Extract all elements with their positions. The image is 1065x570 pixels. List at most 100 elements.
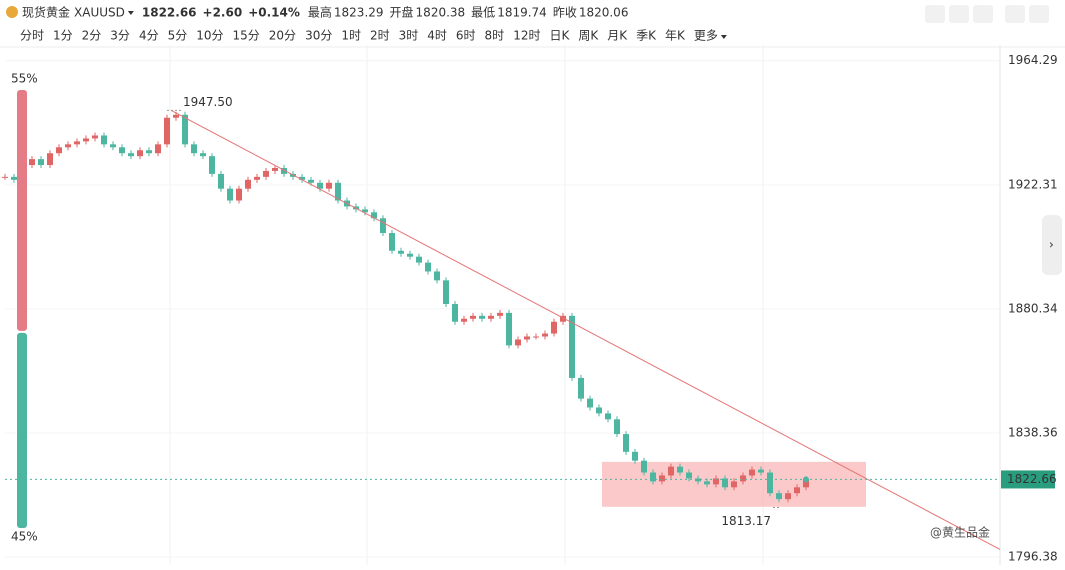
logo — [6, 6, 18, 18]
instrument-symbol[interactable]: XAUUSD — [74, 6, 125, 20]
interval-tab[interactable]: 1时 — [341, 29, 361, 43]
stat-value: 1820.06 — [579, 6, 629, 20]
y-tick-label: 1838.36 — [1008, 426, 1058, 440]
interval-tab[interactable]: 10分 — [196, 29, 223, 43]
y-tick-label: 1964.29 — [1008, 53, 1058, 67]
candle — [335, 182, 341, 201]
candle — [641, 460, 647, 473]
price-change-pct: +0.14% — [248, 6, 300, 20]
stat-value: 1820.38 — [416, 6, 466, 20]
sentiment-bar — [17, 332, 27, 528]
interval-tab[interactable]: 15分 — [233, 29, 260, 43]
candle — [596, 407, 602, 414]
candle — [497, 312, 503, 316]
candle — [659, 475, 665, 482]
interval-tab[interactable]: 年K — [665, 29, 686, 43]
side-toggle-arrow[interactable]: › — [1049, 238, 1054, 252]
candle — [470, 315, 476, 319]
candle — [704, 481, 710, 485]
candle — [263, 170, 269, 177]
candle — [524, 336, 530, 340]
candle — [371, 212, 377, 219]
candle — [578, 377, 584, 399]
candle — [479, 315, 485, 319]
candle — [254, 176, 260, 180]
candle — [506, 312, 512, 346]
candle — [668, 466, 674, 476]
candle — [623, 434, 629, 452]
last-price-dot — [803, 476, 809, 483]
icon-button[interactable] — [949, 5, 969, 23]
interval-tab[interactable]: 8时 — [485, 29, 505, 43]
candle — [722, 478, 728, 488]
candle — [227, 188, 233, 201]
candle — [173, 114, 179, 118]
y-tick-label: 1796.38 — [1008, 550, 1058, 564]
interval-tab[interactable]: 5分 — [168, 29, 188, 43]
interval-tab[interactable]: 12时 — [513, 29, 540, 43]
interval-tab[interactable]: 分时 — [20, 29, 44, 43]
candle — [317, 182, 323, 189]
candle — [308, 179, 314, 183]
watermark: @黄生品金 — [930, 525, 990, 540]
candle — [785, 493, 791, 500]
stat-label: 最低 — [471, 6, 495, 20]
candle — [425, 262, 431, 272]
interval-tab[interactable]: 1分 — [53, 29, 73, 43]
interval-tab[interactable]: 2时 — [370, 29, 390, 43]
candle — [29, 159, 35, 166]
candle — [56, 147, 62, 154]
toolbar-icons[interactable] — [925, 5, 1049, 23]
icon-button[interactable] — [973, 5, 993, 23]
candle — [776, 493, 782, 500]
stat-label: 昨收 — [553, 6, 577, 20]
interval-tab[interactable]: 月K — [607, 29, 628, 43]
interval-tab[interactable]: 日K — [549, 29, 570, 43]
candle — [38, 159, 44, 166]
stat-label: 开盘 — [390, 5, 414, 20]
interval-tab[interactable]: 3时 — [399, 29, 419, 43]
candle — [200, 153, 206, 157]
interval-tab[interactable]: 更多 — [694, 29, 718, 43]
interval-tab[interactable]: 2分 — [82, 29, 102, 43]
candle — [218, 173, 224, 189]
candle — [416, 256, 422, 263]
side-toggle[interactable] — [1042, 215, 1062, 275]
last-price-badge — [1001, 470, 1055, 489]
candle — [803, 479, 809, 488]
interval-tab[interactable]: 6时 — [456, 29, 476, 43]
interval-tab[interactable]: 20分 — [269, 29, 296, 43]
candle — [605, 413, 611, 420]
candle — [569, 315, 575, 378]
interval-tab[interactable]: 4分 — [139, 29, 159, 43]
candle — [731, 481, 737, 488]
interval-tab[interactable]: 3分 — [110, 29, 130, 43]
candle — [380, 218, 386, 234]
candle — [83, 138, 89, 142]
candle — [110, 144, 116, 148]
interval-tab[interactable]: 4时 — [427, 29, 447, 43]
candle — [47, 153, 53, 166]
candle — [461, 318, 467, 322]
candle — [560, 315, 566, 322]
candle — [533, 336, 539, 338]
candle — [488, 315, 494, 319]
candle — [245, 179, 251, 189]
candle — [182, 114, 188, 145]
interval-tab[interactable]: 周K — [578, 29, 599, 43]
interval-tab[interactable]: 30分 — [305, 29, 332, 43]
candle — [101, 135, 107, 145]
interval-tab[interactable]: 季K — [636, 29, 657, 43]
candle — [128, 153, 134, 157]
icon-button[interactable] — [925, 5, 945, 23]
candle — [389, 233, 395, 251]
trendline — [170, 109, 1001, 550]
sentiment-label: 55% — [11, 72, 38, 86]
icon-button[interactable] — [1029, 5, 1049, 23]
candle — [650, 472, 656, 482]
candle — [2, 176, 8, 178]
icon-button[interactable] — [1005, 5, 1025, 23]
candle — [749, 469, 755, 476]
candle — [740, 475, 746, 482]
